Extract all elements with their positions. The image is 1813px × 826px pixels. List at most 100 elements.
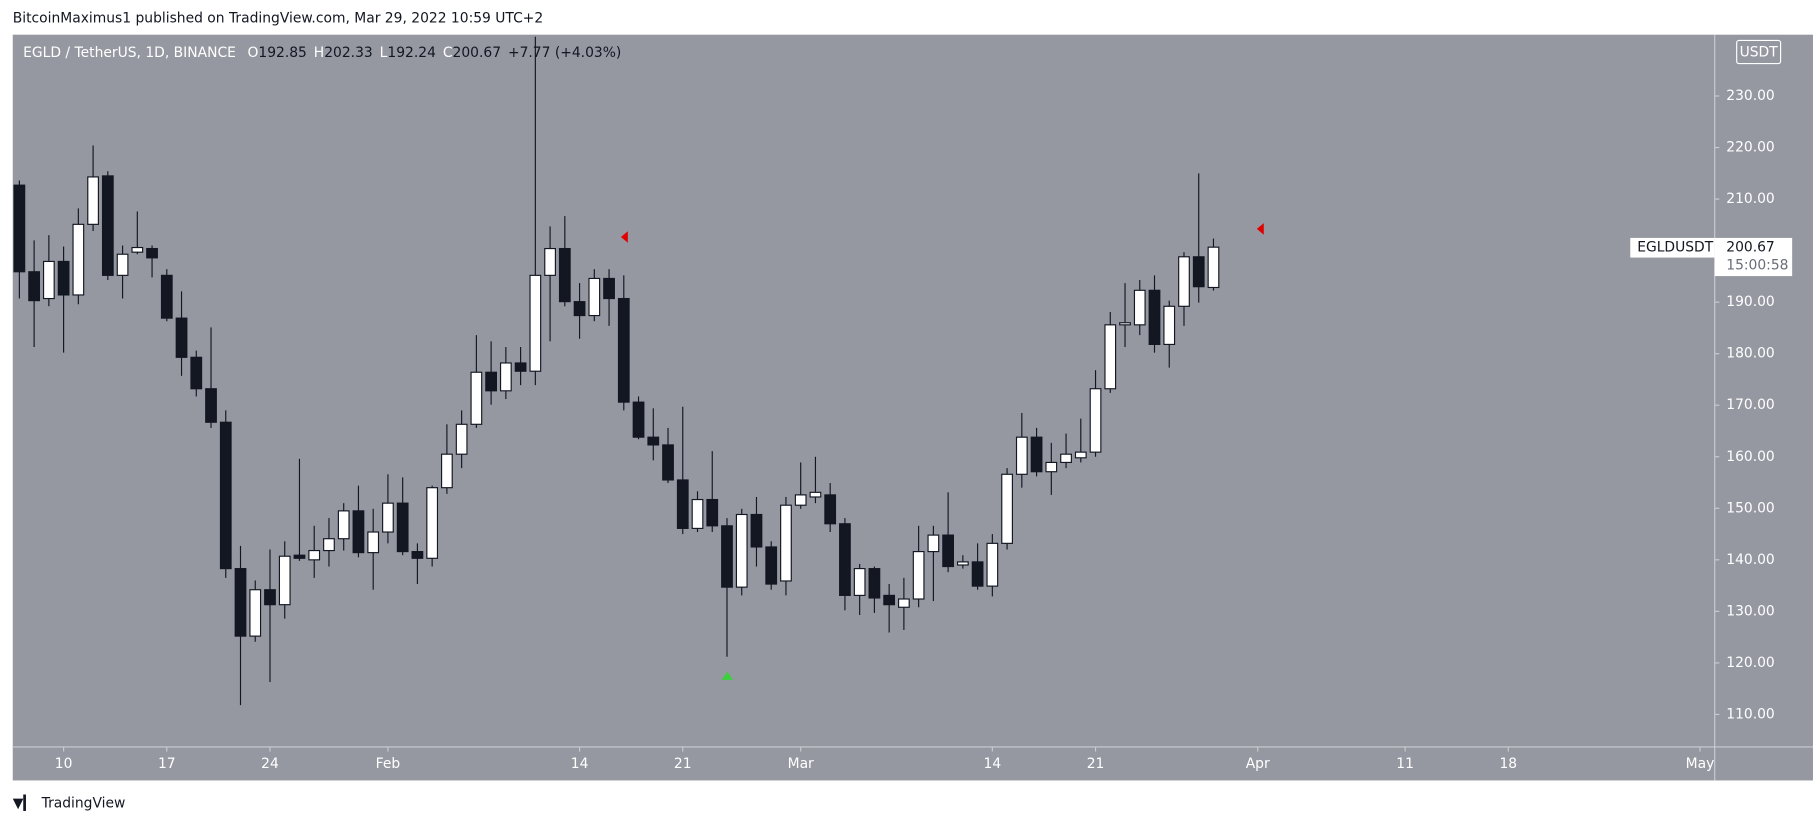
candle-body <box>175 317 188 358</box>
candle-body <box>514 362 527 372</box>
last-price-label: 200.67 <box>1726 240 1775 256</box>
x-tick-label: Mar <box>788 756 814 772</box>
candle-body <box>1178 256 1190 307</box>
candle-body <box>1192 256 1205 288</box>
candle-body <box>868 568 881 599</box>
candle-body <box>234 568 247 637</box>
symbol: EGLD / TetherUS, 1D, BINANCE <box>23 45 236 61</box>
candle-body <box>293 554 306 559</box>
candle-body <box>455 423 468 455</box>
change: +7.77 (+4.03%) <box>508 45 621 61</box>
signal-marker <box>721 671 734 680</box>
y-tick-label: 190.00 <box>1726 294 1775 310</box>
candle-body <box>190 356 203 390</box>
chart-background <box>12 34 1813 781</box>
candle-body <box>396 502 409 553</box>
candle-body <box>662 444 674 481</box>
candle-body <box>603 277 615 300</box>
publish-info: BitcoinMaximus1 published on TradingView… <box>13 10 543 26</box>
candle-body <box>470 371 483 425</box>
candle-body <box>1060 453 1072 464</box>
x-tick-label: 11 <box>1396 756 1414 772</box>
x-tick-label: 21 <box>674 756 692 772</box>
candle-body <box>323 538 335 552</box>
candle-body <box>249 589 262 637</box>
candle-body <box>101 175 114 276</box>
y-tick-label: 150.00 <box>1726 500 1775 516</box>
candle-body <box>131 246 144 253</box>
candle-body <box>676 479 689 529</box>
candle-body <box>927 534 940 553</box>
brand-logo: ▼▎ <box>13 795 34 812</box>
x-tick-label: Feb <box>376 756 401 772</box>
candle-body <box>573 301 586 317</box>
y-tick-label: 230.00 <box>1726 88 1775 104</box>
candle-body <box>706 498 719 527</box>
ohlc-value: 200.67 <box>453 45 502 61</box>
candle-body <box>691 498 704 529</box>
signal-marker <box>620 231 628 243</box>
candle-body <box>352 510 365 554</box>
ohlc-value: 202.33 <box>324 45 372 61</box>
candle-body <box>146 247 158 259</box>
candle-body <box>57 260 70 296</box>
y-tick-label: 140.00 <box>1726 552 1775 568</box>
candle-body <box>971 561 984 587</box>
x-tick-label: May <box>1686 756 1715 772</box>
candle-body <box>382 502 394 533</box>
candle-body <box>765 546 778 585</box>
candle-body <box>780 504 792 582</box>
candle-body <box>72 223 85 296</box>
y-tick-label: 180.00 <box>1726 346 1775 362</box>
candle-body <box>278 555 291 606</box>
ticker-badge <box>1630 237 1715 258</box>
candle-body <box>1148 289 1161 345</box>
unit-badge[interactable] <box>1736 39 1782 65</box>
candle-body <box>264 589 276 606</box>
brand-name: TradingView <box>41 796 126 812</box>
candle-body <box>986 542 999 587</box>
candle-body <box>1119 322 1131 326</box>
candle-body <box>1104 324 1117 390</box>
candle-body <box>617 297 630 403</box>
candle-body <box>1045 461 1058 473</box>
candle-body <box>1030 436 1043 473</box>
x-tick-label: Apr <box>1246 756 1270 772</box>
candle-body <box>588 277 601 317</box>
candle-body <box>824 494 837 525</box>
y-tick-label: 210.00 <box>1726 191 1775 207</box>
candle-body <box>1133 289 1146 326</box>
x-tick-label: 24 <box>261 756 279 772</box>
x-tick-label: 14 <box>571 756 589 772</box>
candle-body <box>839 523 851 596</box>
x-tick-label: 18 <box>1499 756 1517 772</box>
candle-body <box>87 176 99 225</box>
candle-body <box>721 525 733 588</box>
candle-body <box>853 568 866 596</box>
y-tick-label: 120.00 <box>1726 655 1775 671</box>
x-tick-label: 14 <box>984 756 1002 772</box>
candle-body <box>558 247 571 303</box>
ohlc-label: L <box>380 45 388 61</box>
x-tick-label: 21 <box>1087 756 1105 772</box>
candle-body <box>750 513 763 548</box>
x-tick-label: 10 <box>55 756 73 772</box>
ohlc-label: H <box>314 45 324 61</box>
candle-body <box>735 513 748 588</box>
candle-body <box>499 362 512 392</box>
ohlc-label: O <box>247 45 258 61</box>
candle-body <box>544 247 556 276</box>
y-tick-label: 130.00 <box>1726 603 1775 619</box>
candle-body <box>116 253 129 276</box>
ohlc-label: C <box>443 45 453 61</box>
legend: EGLD / TetherUS, 1D, BINANCE O192.85 H202.… <box>23 45 621 61</box>
candle-body <box>426 487 439 559</box>
candle-body <box>28 271 41 302</box>
candle-body <box>632 401 645 438</box>
candle-body <box>942 534 955 568</box>
candle-body <box>13 184 26 273</box>
unit-label: USDT <box>1740 45 1779 61</box>
candle-body <box>219 421 232 570</box>
